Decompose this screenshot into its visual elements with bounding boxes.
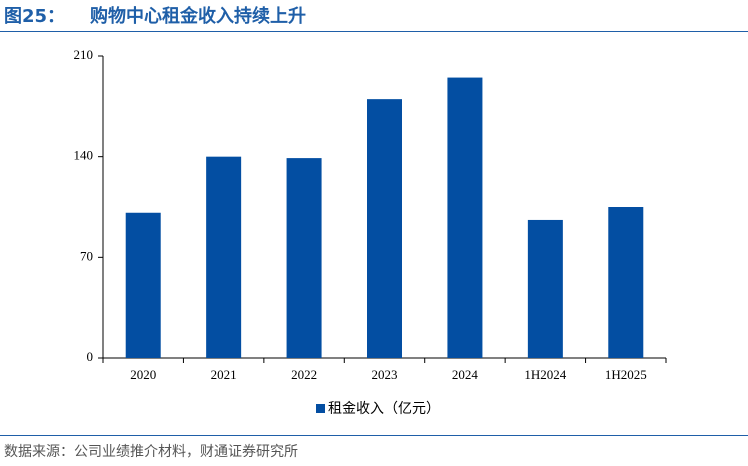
legend-label: 租金收入（亿元） bbox=[328, 401, 440, 417]
x-tick-label: 2023 bbox=[372, 367, 398, 382]
x-tick-label: 1H2025 bbox=[605, 367, 647, 382]
y-tick-label: 0 bbox=[87, 349, 94, 364]
x-tick-label: 2020 bbox=[130, 367, 156, 382]
bar bbox=[608, 207, 644, 358]
x-tick-label: 2022 bbox=[291, 367, 317, 382]
bar bbox=[125, 212, 161, 358]
y-tick-label: 140 bbox=[74, 148, 94, 163]
x-tick-label: 2021 bbox=[211, 367, 237, 382]
bar bbox=[367, 99, 402, 359]
x-tick-label: 1H2024 bbox=[524, 367, 566, 382]
bar bbox=[286, 158, 322, 358]
legend-swatch bbox=[316, 404, 325, 413]
bar bbox=[447, 77, 483, 359]
bar bbox=[527, 219, 563, 358]
bar bbox=[206, 156, 242, 358]
x-tick-label: 2024 bbox=[452, 367, 479, 382]
chart-title: 购物中心租金收入持续上升 bbox=[90, 5, 306, 27]
y-tick-label: 210 bbox=[74, 47, 94, 62]
source-note: 数据来源：公司业绩推介材料，财通证券研究所 bbox=[4, 444, 298, 460]
y-tick-label: 70 bbox=[80, 248, 93, 263]
figure-label: 图25： bbox=[4, 6, 65, 27]
